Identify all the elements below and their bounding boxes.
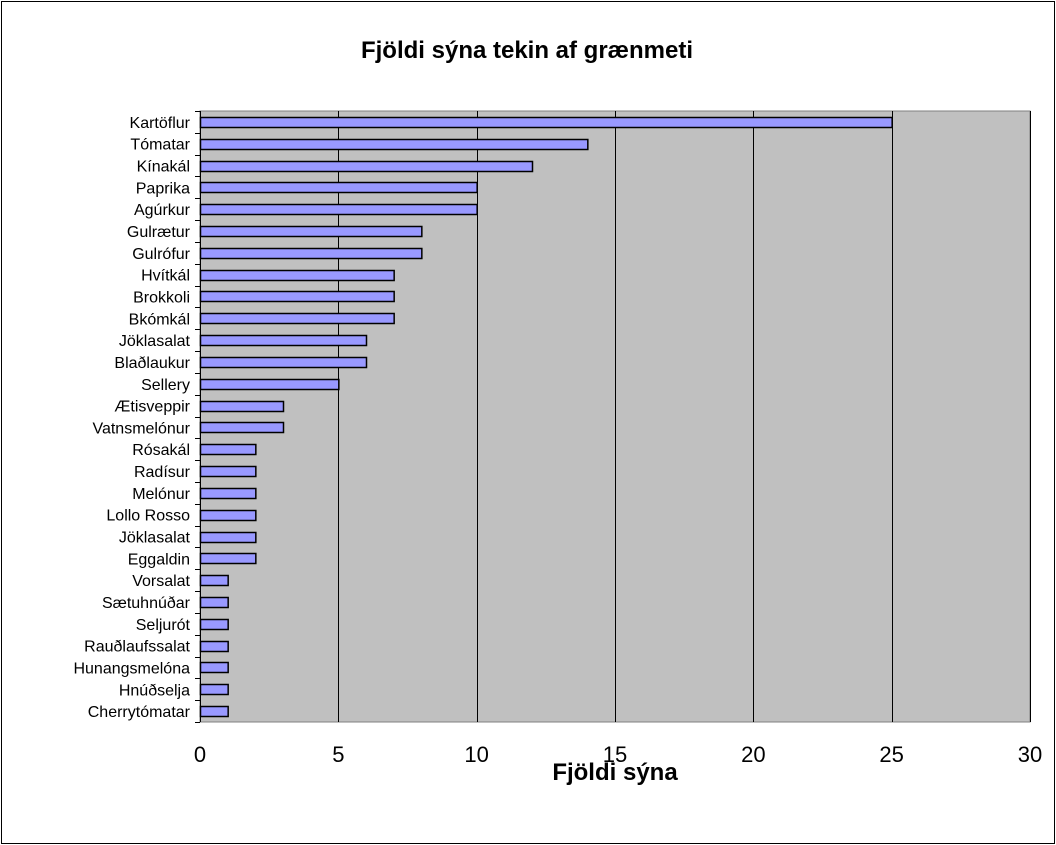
category-label: Hnúðselja — [119, 682, 190, 699]
bar — [199, 160, 534, 173]
category-label: Bkómkál — [129, 311, 190, 328]
x-tick-label: 20 — [741, 742, 765, 767]
category-label: Brokkoli — [133, 289, 190, 306]
category-label: Tómatar — [130, 137, 190, 154]
bar — [199, 683, 229, 696]
bar — [199, 705, 229, 718]
axes — [195, 111, 201, 723]
category-label: Vorsalat — [132, 573, 190, 590]
bar — [199, 487, 257, 500]
bar — [199, 225, 423, 238]
category-label: Seljurót — [136, 617, 191, 634]
bar — [199, 203, 478, 216]
category-label: Sætuhnúðar — [102, 595, 191, 612]
category-label: Kínakál — [137, 159, 190, 176]
category-label: Hunangsmelóna — [73, 660, 190, 677]
bar — [199, 290, 395, 303]
category-label: Kartöflur — [130, 115, 191, 132]
x-tick-label: 0 — [194, 742, 206, 767]
x-tick-label: 10 — [464, 742, 488, 767]
x-axis-title: Fjöldi sýna — [552, 759, 678, 786]
bar — [199, 269, 395, 282]
category-label: Rauðlaufssalat — [84, 639, 190, 656]
bar — [199, 661, 229, 674]
category-label: Gulrætur — [127, 224, 191, 241]
bar — [199, 509, 257, 522]
bar — [199, 618, 229, 631]
x-tick-label: 5 — [332, 742, 344, 767]
category-label: Agúrkur — [134, 202, 191, 219]
x-tick-label: 15 — [603, 742, 627, 767]
category-label: Jöklasalat — [119, 333, 191, 350]
bars — [199, 116, 893, 718]
category-label: Cherrytómatar — [88, 704, 191, 721]
category-label: Radísur — [134, 464, 191, 481]
chart-title: Fjöldi sýna tekin af grænmeti — [361, 37, 693, 64]
bar — [199, 116, 893, 129]
bar — [199, 596, 229, 609]
category-labels: Kartöflur Tómatar Kínakál Paprika Agúrkur Gul… — [73, 115, 190, 721]
category-label: Vatnsmelónur — [92, 420, 190, 437]
bar — [199, 465, 257, 478]
bar — [199, 421, 285, 434]
category-label: Paprika — [136, 180, 190, 197]
x-tick-labels: 0 5 10 15 20 25 30 — [194, 742, 1042, 767]
bar — [199, 356, 368, 369]
bar — [199, 531, 257, 544]
x-tick-label: 30 — [1018, 742, 1042, 767]
category-label: Melónur — [132, 486, 190, 503]
bar — [199, 181, 478, 194]
category-label: Jöklasalat — [119, 530, 191, 547]
bar — [199, 312, 395, 325]
bar — [199, 640, 229, 653]
bar — [199, 400, 285, 413]
category-label: Ætisveppir — [114, 399, 190, 416]
category-label: Rósakál — [132, 442, 190, 459]
bar — [199, 574, 229, 587]
bar — [199, 334, 368, 347]
bar — [199, 378, 340, 391]
category-label: Hvítkál — [141, 268, 190, 285]
bar — [199, 552, 257, 565]
category-label: Blaðlaukur — [114, 355, 190, 372]
category-label: Sellery — [141, 377, 190, 394]
category-label: Gulrófur — [132, 246, 190, 263]
bar — [199, 138, 589, 151]
category-label: Lollo Rosso — [106, 508, 190, 525]
category-label: Eggaldin — [128, 551, 190, 568]
x-tick-label: 25 — [879, 742, 903, 767]
bar — [199, 443, 257, 456]
bar — [199, 247, 423, 260]
